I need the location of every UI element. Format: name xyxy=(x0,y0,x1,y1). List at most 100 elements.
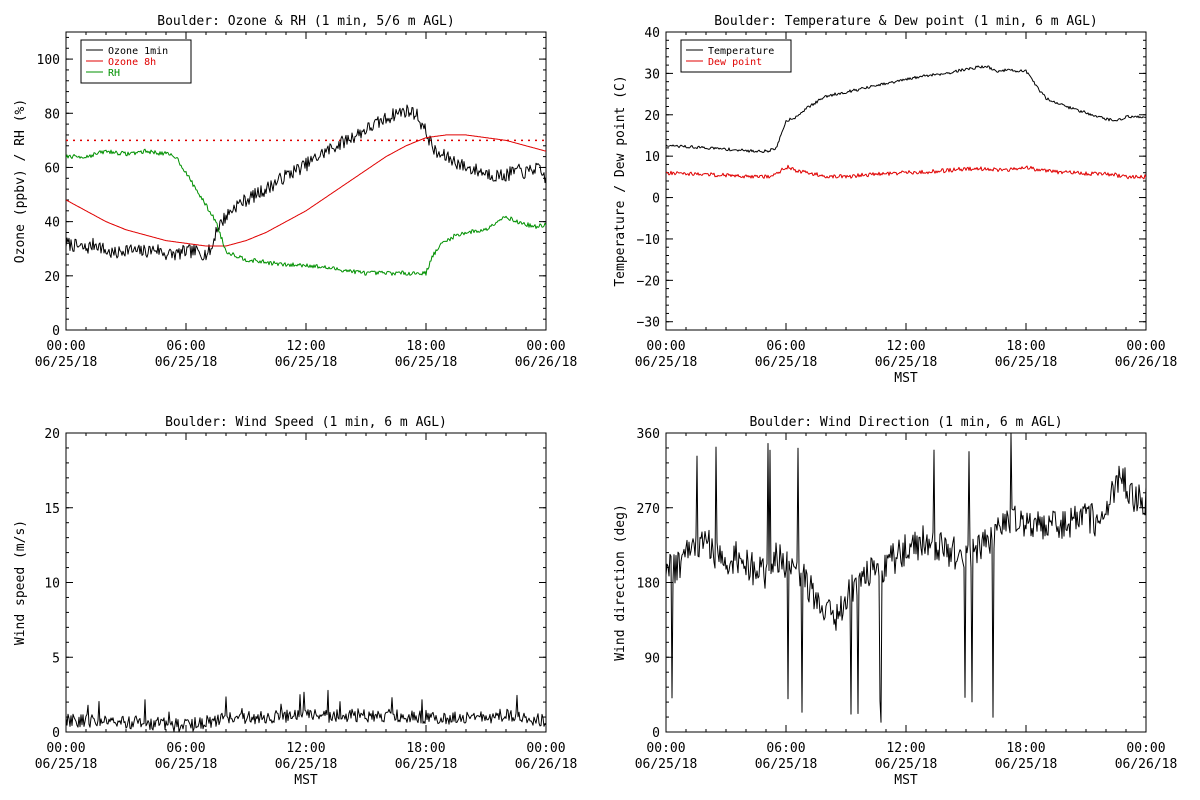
y-tick-label: 180 xyxy=(637,577,660,592)
legend-label: Temperature xyxy=(708,46,774,57)
plot-area xyxy=(666,433,1146,723)
x-tick-time: 00:00 xyxy=(646,339,685,354)
x-tick-date: 06/25/18 xyxy=(395,757,458,772)
x-tick-date: 06/26/18 xyxy=(515,355,578,370)
x-tick-time: 12:00 xyxy=(886,741,925,756)
x-tick-date: 06/25/18 xyxy=(35,757,98,772)
y-tick-label: −30 xyxy=(637,316,660,331)
y-tick-label: 100 xyxy=(37,53,60,68)
plot-frame xyxy=(665,432,1147,733)
y-axis-label: Ozone (ppbv) / RH (%) xyxy=(13,99,28,263)
legend-label: Ozone 1min xyxy=(108,46,168,57)
y-tick-label: 40 xyxy=(644,26,660,41)
y-tick-label: 360 xyxy=(637,427,660,442)
x-tick-time: 06:00 xyxy=(166,339,205,354)
x-tick-date: 06/25/18 xyxy=(155,355,218,370)
x-tick-date: 06/26/18 xyxy=(1115,355,1178,370)
x-tick-date: 06/25/18 xyxy=(875,355,938,370)
x-tick-time: 12:00 xyxy=(886,339,925,354)
x-tick-time: 06:00 xyxy=(766,741,805,756)
chart-panel-2: Boulder: Temperature & Dew point (1 min,… xyxy=(613,14,1177,386)
y-tick-label: −20 xyxy=(637,274,660,289)
y-tick-label: −10 xyxy=(637,233,660,248)
x-axis-label: MST xyxy=(894,773,918,788)
chart-title: Boulder: Wind Direction (1 min, 6 m AGL) xyxy=(749,415,1062,430)
x-tick-date: 06/25/18 xyxy=(755,757,818,772)
x-tick-time: 00:00 xyxy=(1126,741,1165,756)
x-tick-time: 00:00 xyxy=(646,741,685,756)
y-tick-label: 60 xyxy=(44,161,60,176)
y-tick-label: 10 xyxy=(44,577,60,592)
series-line-1 xyxy=(66,689,546,732)
x-tick-date: 06/25/18 xyxy=(755,355,818,370)
y-tick-label: 0 xyxy=(652,726,660,741)
y-tick-label: 30 xyxy=(644,67,660,82)
legend-box xyxy=(680,39,792,73)
series-line-1 xyxy=(66,104,546,261)
series-line-1 xyxy=(666,65,1146,153)
x-tick-date: 06/25/18 xyxy=(995,757,1058,772)
chart-panel-4: Boulder: Wind Direction (1 min, 6 m AGL)… xyxy=(613,415,1177,788)
y-tick-label: 0 xyxy=(52,726,60,741)
x-tick-time: 12:00 xyxy=(286,741,325,756)
y-tick-label: 20 xyxy=(44,427,60,442)
series-line-2 xyxy=(666,164,1146,180)
series-line-2 xyxy=(66,134,546,247)
series-line-3 xyxy=(66,148,546,276)
x-tick-date: 06/25/18 xyxy=(635,757,698,772)
chart-title: Boulder: Temperature & Dew point (1 min,… xyxy=(714,14,1098,29)
x-tick-time: 18:00 xyxy=(1006,741,1045,756)
legend-label: RH xyxy=(108,68,120,79)
y-tick-label: 0 xyxy=(652,192,660,207)
y-tick-label: 270 xyxy=(637,502,660,517)
y-axis-label: Temperature / Dew point (C) xyxy=(613,75,628,286)
x-tick-time: 06:00 xyxy=(166,741,205,756)
chart-panel-1: Boulder: Ozone & RH (1 min, 5/6 m AGL) 0 2… xyxy=(13,14,577,370)
y-tick-label: 5 xyxy=(52,651,60,666)
x-tick-time: 12:00 xyxy=(286,339,325,354)
y-tick-label: 20 xyxy=(644,109,660,124)
x-tick-date: 06/25/18 xyxy=(395,355,458,370)
x-tick-time: 18:00 xyxy=(1006,339,1045,354)
legend-label: Dew point xyxy=(708,57,762,68)
legend-label: Ozone 8h xyxy=(108,57,156,68)
x-tick-time: 00:00 xyxy=(46,741,85,756)
x-tick-date: 06/25/18 xyxy=(275,757,338,772)
plot-frame xyxy=(65,432,547,733)
x-tick-time: 18:00 xyxy=(406,339,445,354)
y-axis-label: Wind direction (deg) xyxy=(613,504,628,661)
y-tick-label: 20 xyxy=(44,270,60,285)
x-tick-date: 06/26/18 xyxy=(1115,757,1178,772)
x-tick-time: 00:00 xyxy=(526,741,565,756)
x-axis-label: MST xyxy=(294,773,318,788)
y-tick-label: 40 xyxy=(44,216,60,231)
x-tick-time: 00:00 xyxy=(46,339,85,354)
x-tick-date: 06/25/18 xyxy=(155,757,218,772)
y-tick-label: 10 xyxy=(644,150,660,165)
series-line-1 xyxy=(666,433,1146,723)
y-tick-label: 90 xyxy=(644,651,660,666)
plot-frame xyxy=(665,31,1147,331)
x-tick-date: 06/25/18 xyxy=(995,355,1058,370)
x-tick-date: 06/25/18 xyxy=(35,355,98,370)
x-tick-date: 06/25/18 xyxy=(275,355,338,370)
y-tick-label: 15 xyxy=(44,502,60,517)
plot-area xyxy=(66,104,546,276)
x-tick-date: 06/25/18 xyxy=(875,757,938,772)
chart-panel-3: Boulder: Wind Speed (1 min, 6 m AGL) 0 5 10… xyxy=(13,415,577,788)
x-tick-time: 00:00 xyxy=(1126,339,1165,354)
y-tick-label: 0 xyxy=(52,324,60,339)
x-tick-date: 06/25/18 xyxy=(635,355,698,370)
plot-area xyxy=(666,65,1146,180)
x-tick-date: 06/26/18 xyxy=(515,757,578,772)
chart-title: Boulder: Wind Speed (1 min, 6 m AGL) xyxy=(165,415,447,430)
y-tick-label: 80 xyxy=(44,107,60,122)
x-tick-time: 18:00 xyxy=(406,741,445,756)
y-axis-label: Wind speed (m/s) xyxy=(13,520,28,645)
x-tick-time: 00:00 xyxy=(526,339,565,354)
x-axis-label: MST xyxy=(894,371,918,386)
x-tick-time: 06:00 xyxy=(766,339,805,354)
plot-area xyxy=(66,689,546,732)
chart-title: Boulder: Ozone & RH (1 min, 5/6 m AGL) xyxy=(157,14,454,29)
